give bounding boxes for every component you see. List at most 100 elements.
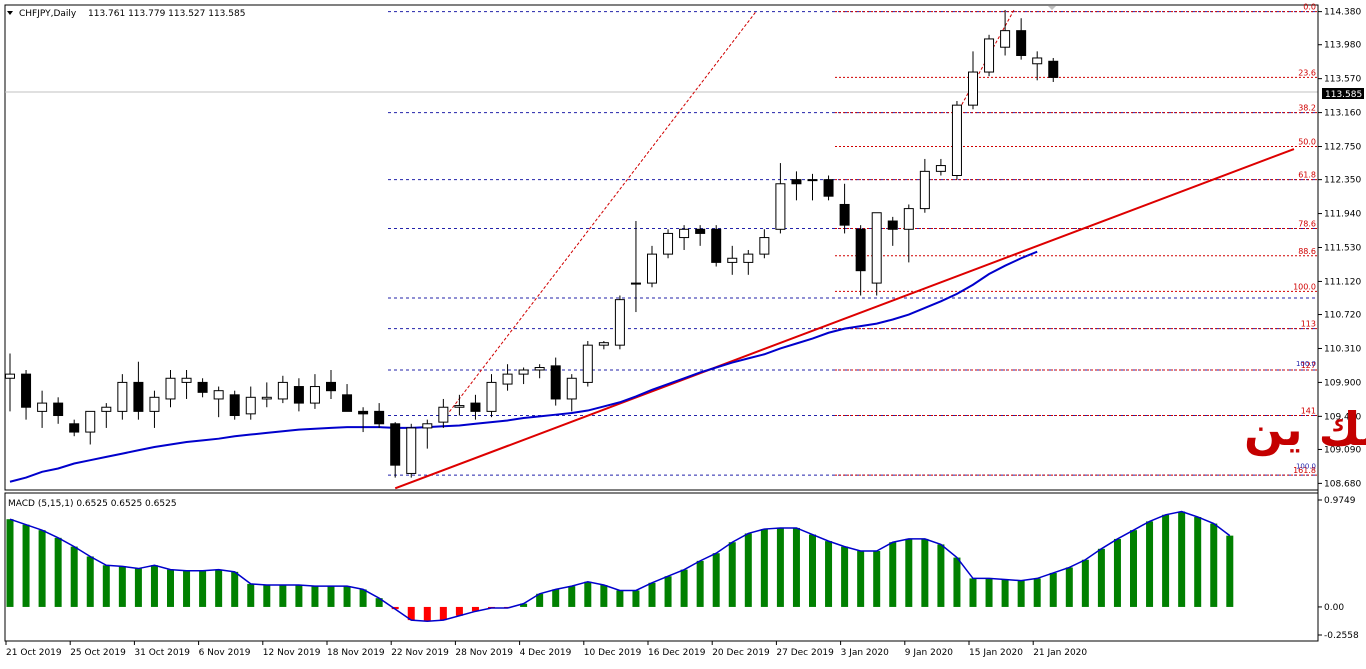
price-layer	[5, 9, 1295, 490]
candle	[326, 381, 336, 392]
candle	[711, 228, 722, 263]
macd-bar	[969, 578, 977, 607]
candle	[293, 386, 304, 404]
macd-bar	[359, 589, 367, 607]
candle	[839, 203, 850, 226]
macd-bar	[520, 603, 528, 607]
fib-level-label: 100.0	[1293, 282, 1316, 291]
price-tick-label: 114.380	[1324, 8, 1361, 18]
candle	[213, 390, 224, 400]
candle	[1016, 30, 1027, 56]
price-tick-label: 109.090	[1324, 445, 1361, 455]
candle	[470, 402, 481, 412]
fib-level-label: 0.0	[1303, 3, 1316, 12]
fib-level-label: 78.6	[1298, 219, 1316, 228]
current-price-label: 113.585	[1325, 90, 1362, 100]
date-tick-label: 9 Jan 2020	[905, 648, 953, 658]
price-tick-label: 113.160	[1324, 109, 1361, 119]
macd-bar	[407, 606, 415, 621]
macd-bar	[776, 527, 784, 607]
macd-bar	[985, 578, 993, 607]
macd-label: MACD (5,15,1) 0.6525 0.6525 0.6525	[8, 499, 177, 509]
macd-bar	[1194, 516, 1202, 607]
candle	[358, 410, 369, 415]
candle	[85, 410, 96, 433]
macd-bar	[118, 566, 126, 607]
macd-bar	[343, 586, 351, 607]
date-tick-label: 22 Nov 2019	[391, 648, 449, 658]
macd-tick-label: -0.2558	[1324, 631, 1359, 641]
candle	[550, 365, 561, 400]
price-tick-label: 111.530	[1324, 244, 1361, 254]
candle	[197, 381, 208, 393]
macd-bar	[1162, 514, 1170, 607]
candle	[21, 373, 32, 408]
price-tick-label: 113.980	[1324, 41, 1361, 51]
candle	[679, 228, 690, 239]
chart-frame	[4, 4, 1319, 642]
fib-level-label: 50.0	[1298, 138, 1316, 147]
candle	[1000, 30, 1011, 48]
price-tick-label: 112.750	[1324, 143, 1361, 153]
macd-bar	[167, 569, 174, 607]
candle	[374, 410, 385, 425]
axis-layer: 114.380 113.980 113.570 113.160 112.750 112.3…	[5, 6, 1361, 658]
macd-bar	[6, 519, 14, 607]
candle	[695, 228, 706, 234]
price-tick-label: 109.900	[1324, 378, 1361, 388]
macd-bar	[1097, 548, 1105, 607]
candle	[935, 165, 946, 172]
macd-bar	[680, 569, 688, 607]
candle	[502, 373, 513, 385]
macd-bar	[632, 590, 640, 607]
fib-channel-line	[442, 11, 757, 420]
candle	[518, 369, 529, 375]
macd-bar	[648, 582, 656, 607]
candle	[951, 104, 962, 176]
date-tick-label: 27 Dec 2019	[776, 648, 834, 658]
macd-bar	[391, 606, 399, 610]
macd-bar	[150, 565, 158, 607]
macd-bar	[744, 533, 752, 607]
macd-bar	[1017, 580, 1025, 607]
fib-level-label: 23.6	[1298, 68, 1316, 77]
macd-bar	[712, 553, 720, 607]
price-tick-label: 109.490	[1324, 412, 1361, 422]
candle	[919, 170, 930, 210]
price-tick-label: 113.570	[1324, 75, 1361, 85]
macd-bar	[295, 585, 303, 607]
macd-bar	[1049, 572, 1057, 607]
candle	[598, 342, 609, 346]
macd-bar	[728, 542, 736, 607]
fibonacci-lines: 0.0 23.6 38.2 50.0 61.8 78.6 88.6 100.0 113 127 14…	[388, 3, 1318, 476]
macd-bar	[568, 586, 576, 607]
macd-bar	[536, 593, 544, 607]
candle	[406, 427, 417, 474]
macd-layer	[6, 510, 1234, 622]
macd-bar	[102, 565, 110, 607]
fib-level-label: 127	[1301, 361, 1316, 370]
macd-bar	[937, 544, 945, 607]
candle	[245, 396, 256, 415]
price-tick-label: 111.120	[1324, 277, 1361, 287]
macd-bar	[38, 530, 46, 607]
date-tick-label: 25 Oct 2019	[70, 648, 126, 658]
macd-bar	[552, 589, 560, 607]
macd-bar	[183, 570, 191, 607]
candle	[1032, 57, 1043, 65]
macd-bar	[921, 538, 929, 607]
macd-bar	[1001, 579, 1009, 607]
current-price-tag	[1322, 88, 1364, 99]
candle	[791, 179, 802, 185]
candle	[149, 396, 160, 412]
candle	[37, 402, 48, 412]
macd-bar	[760, 529, 768, 607]
macd-bar	[215, 569, 223, 607]
candle	[1048, 60, 1059, 78]
macd-bar	[584, 581, 592, 607]
macd-bar	[792, 527, 800, 607]
symbol-menu-icon[interactable]	[7, 11, 13, 15]
macd-bar	[664, 576, 672, 607]
macd-bar	[1146, 521, 1154, 607]
